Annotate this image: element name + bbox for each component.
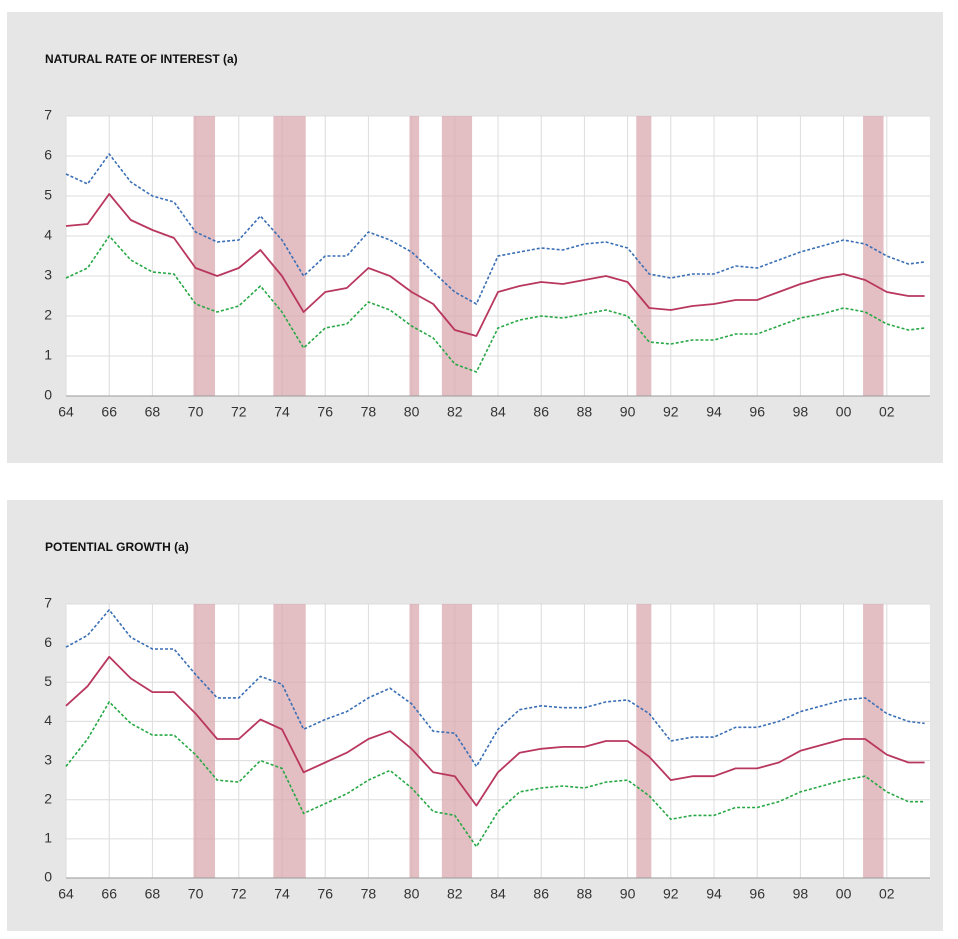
recession-band [441,604,473,878]
x-tick-label: 74 [274,404,290,420]
y-tick-label: 5 [44,187,52,203]
series-line [65,655,925,807]
y-tick-label: 4 [44,712,52,728]
chart-title: NATURAL RATE OF INTEREST (a) [45,52,238,66]
x-tick-label: 98 [793,886,809,902]
y-tick-label: 6 [44,147,52,163]
x-tick-label: 72 [231,404,247,420]
x-tick-label: 84 [490,404,506,420]
y-tick-label: 1 [44,830,52,846]
x-tick-label: 82 [447,404,463,420]
recession-band [441,116,473,396]
y-tick-label: 3 [44,267,52,283]
x-tick-label: 64 [58,886,74,902]
x-tick-label: 68 [145,886,161,902]
x-tick-label: 66 [101,404,117,420]
recession-band [863,604,884,878]
x-tick-label: 76 [317,404,333,420]
x-tick-label: 70 [188,404,204,420]
recession-band [409,116,420,396]
y-tick-label: 1 [44,347,52,363]
x-tick-label: 72 [231,886,247,902]
x-tick-label: 88 [577,886,593,902]
x-tick-label: 00 [836,404,852,420]
series-line [65,153,925,305]
chart-title: POTENTIAL GROWTH (a) [45,540,189,554]
y-tick-label: 0 [44,387,52,403]
x-tick-label: 02 [879,404,895,420]
x-tick-label: 94 [706,886,722,902]
chart-panel: NATURAL RATE OF INTEREST (a)%64666870727… [7,12,943,463]
x-tick-label: 92 [663,404,679,420]
x-tick-label: 80 [404,404,420,420]
x-tick-label: 76 [317,886,333,902]
x-tick-label: 92 [663,886,679,902]
x-tick-label: 70 [188,886,204,902]
recession-band [636,116,652,396]
x-tick-label: 88 [577,404,593,420]
recession-band [273,604,306,878]
recession-band [636,604,652,878]
y-tick-label: 2 [44,307,52,323]
x-tick-label: 96 [749,404,765,420]
y-tick-label: 3 [44,751,52,767]
chart-panel: POTENTIAL GROWTH (a)%6466687072747678808… [7,500,943,931]
x-tick-label: 90 [620,404,636,420]
x-tick-label: 68 [145,404,161,420]
y-tick-label: 4 [44,227,52,243]
x-tick-label: 78 [361,886,377,902]
y-tick-label: 6 [44,634,52,650]
series-line [65,701,925,848]
y-tick-label: 0 [44,869,52,885]
series-line [65,235,925,373]
x-tick-label: 82 [447,886,463,902]
x-tick-label: 84 [490,886,506,902]
x-tick-label: 78 [361,404,377,420]
x-tick-label: 94 [706,404,722,420]
y-tick-label: 7 [44,595,52,611]
x-tick-label: 96 [749,886,765,902]
series-line [65,609,925,768]
x-tick-label: 86 [533,404,549,420]
recession-band [409,604,420,878]
x-tick-label: 02 [879,886,895,902]
recession-band [863,116,884,396]
x-tick-label: 98 [793,404,809,420]
recession-band [193,116,216,396]
x-tick-label: 90 [620,886,636,902]
x-tick-label: 64 [58,404,74,420]
recession-band [193,604,216,878]
y-tick-label: 7 [44,107,52,123]
y-tick-label: 5 [44,673,52,689]
x-tick-label: 74 [274,886,290,902]
x-tick-label: 80 [404,886,420,902]
recession-band [273,116,306,396]
x-tick-label: 86 [533,886,549,902]
series-line [65,193,925,337]
x-tick-label: 66 [101,886,117,902]
x-tick-label: 00 [836,886,852,902]
y-tick-label: 2 [44,790,52,806]
